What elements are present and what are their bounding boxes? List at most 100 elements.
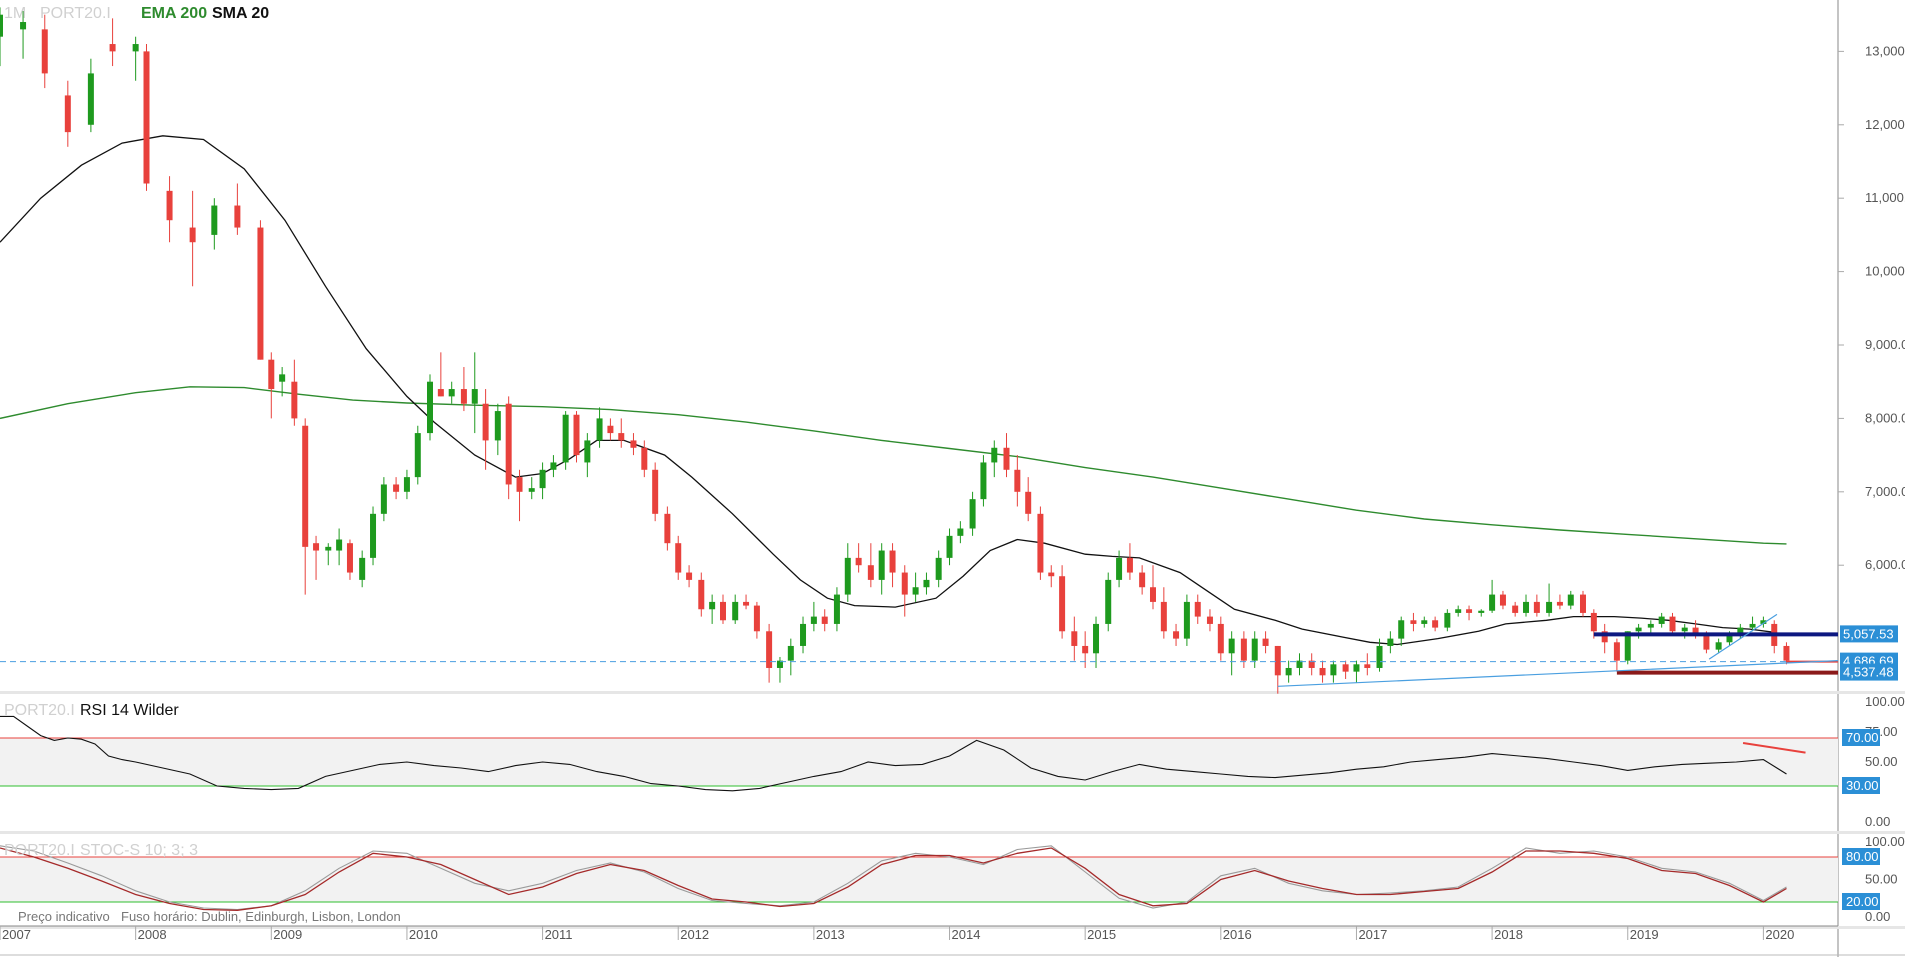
candle[interactable] bbox=[1613, 638, 1620, 672]
candle[interactable] bbox=[189, 190, 196, 287]
candle[interactable] bbox=[437, 352, 444, 397]
candle[interactable] bbox=[596, 407, 603, 448]
candle[interactable] bbox=[268, 352, 275, 419]
candle[interactable] bbox=[1296, 653, 1303, 676]
candle[interactable] bbox=[969, 491, 976, 536]
candle[interactable] bbox=[1037, 506, 1044, 580]
panel-divider[interactable] bbox=[0, 691, 1905, 694]
candle[interactable] bbox=[698, 572, 705, 617]
candle[interactable] bbox=[325, 543, 332, 566]
candle[interactable] bbox=[1194, 594, 1201, 624]
candle[interactable] bbox=[346, 539, 353, 580]
candle[interactable] bbox=[1071, 616, 1078, 661]
candle[interactable] bbox=[664, 506, 671, 551]
candle[interactable] bbox=[1059, 565, 1066, 639]
candle[interactable] bbox=[562, 411, 569, 470]
candle[interactable] bbox=[528, 477, 535, 500]
candle[interactable] bbox=[889, 543, 896, 588]
candle[interactable] bbox=[291, 359, 298, 426]
candle[interactable] bbox=[743, 594, 750, 610]
candle[interactable] bbox=[302, 418, 309, 595]
candle[interactable] bbox=[336, 528, 343, 566]
candle[interactable] bbox=[211, 198, 218, 250]
candle[interactable] bbox=[1749, 616, 1756, 632]
candle[interactable] bbox=[1444, 609, 1451, 632]
candle[interactable] bbox=[1387, 631, 1394, 654]
candle[interactable] bbox=[753, 601, 760, 639]
candle[interactable] bbox=[550, 455, 557, 478]
candle[interactable] bbox=[403, 469, 410, 500]
candle[interactable] bbox=[719, 594, 726, 624]
candle[interactable] bbox=[1105, 572, 1112, 632]
candle[interactable] bbox=[1048, 565, 1055, 588]
candle[interactable] bbox=[1149, 565, 1156, 610]
candle[interactable] bbox=[1499, 590, 1506, 610]
candle[interactable] bbox=[1658, 612, 1665, 628]
candle[interactable] bbox=[618, 418, 625, 448]
candle[interactable] bbox=[821, 609, 828, 632]
panel-divider[interactable] bbox=[0, 926, 1905, 929]
candle[interactable] bbox=[844, 543, 851, 602]
trendline[interactable] bbox=[1277, 660, 1839, 687]
candle[interactable] bbox=[878, 543, 885, 595]
candle[interactable] bbox=[1567, 590, 1574, 610]
candle[interactable] bbox=[1546, 583, 1553, 617]
osc-level-tag[interactable] bbox=[1842, 729, 1880, 746]
candle[interactable] bbox=[732, 594, 739, 624]
candle[interactable] bbox=[1082, 631, 1089, 668]
candle[interactable] bbox=[1489, 579, 1496, 613]
candle[interactable] bbox=[1308, 653, 1315, 676]
rsi-title[interactable]: RSI 14 Wilder bbox=[80, 702, 179, 719]
candle[interactable] bbox=[766, 623, 773, 683]
candle[interactable] bbox=[1737, 623, 1744, 639]
sma-legend[interactable]: SMA 20 bbox=[212, 5, 269, 22]
candle[interactable] bbox=[1523, 594, 1530, 617]
candle[interactable] bbox=[109, 18, 116, 67]
candle[interactable] bbox=[20, 11, 27, 59]
stoch-k-line[interactable] bbox=[0, 845, 1787, 911]
trendlines[interactable] bbox=[1277, 613, 1839, 687]
candle[interactable] bbox=[1533, 594, 1540, 617]
stoch-title[interactable]: STOC-S 10; 3; 3 bbox=[80, 842, 198, 859]
candle[interactable] bbox=[584, 433, 591, 478]
sma20-path[interactable] bbox=[0, 135, 1778, 646]
price-level-tag[interactable] bbox=[1840, 663, 1898, 681]
candle[interactable] bbox=[709, 594, 716, 624]
candle[interactable] bbox=[1003, 433, 1010, 478]
candle[interactable] bbox=[675, 535, 682, 580]
candle[interactable] bbox=[505, 396, 512, 500]
candle[interactable] bbox=[1760, 616, 1767, 628]
candle[interactable] bbox=[414, 425, 421, 485]
candle[interactable] bbox=[787, 638, 794, 676]
osc-level-tag[interactable] bbox=[1842, 848, 1880, 865]
ema200-path[interactable] bbox=[0, 386, 1787, 545]
candle[interactable] bbox=[1173, 623, 1180, 646]
candle[interactable] bbox=[471, 352, 478, 434]
candle[interactable] bbox=[426, 374, 433, 441]
candle[interactable] bbox=[1364, 653, 1371, 676]
candle[interactable] bbox=[1126, 543, 1133, 580]
candle[interactable] bbox=[1319, 660, 1326, 683]
candle[interactable] bbox=[991, 440, 998, 478]
candle[interactable] bbox=[0, 7, 3, 67]
candle[interactable] bbox=[1601, 623, 1608, 654]
candle[interactable] bbox=[1512, 601, 1519, 617]
candle[interactable] bbox=[800, 616, 807, 654]
candle[interactable] bbox=[1771, 620, 1778, 654]
candle[interactable] bbox=[1160, 587, 1167, 639]
osc-level-tag[interactable] bbox=[1842, 777, 1880, 794]
candle[interactable] bbox=[867, 543, 874, 588]
stoch-d-line[interactable] bbox=[0, 847, 1787, 911]
candle[interactable] bbox=[1206, 609, 1213, 632]
candle[interactable] bbox=[652, 462, 659, 522]
price-level-tag[interactable] bbox=[1840, 625, 1898, 643]
candle[interactable] bbox=[1116, 550, 1123, 588]
candle[interactable] bbox=[686, 565, 693, 588]
price-levels[interactable]: 5,057.534,686.694,537.48 bbox=[0, 625, 1898, 681]
candle[interactable] bbox=[1410, 612, 1417, 632]
candle[interactable] bbox=[370, 506, 377, 566]
candle[interactable] bbox=[1139, 565, 1146, 595]
candle[interactable] bbox=[1376, 638, 1383, 672]
candle[interactable] bbox=[901, 565, 908, 617]
candle[interactable] bbox=[494, 403, 501, 456]
